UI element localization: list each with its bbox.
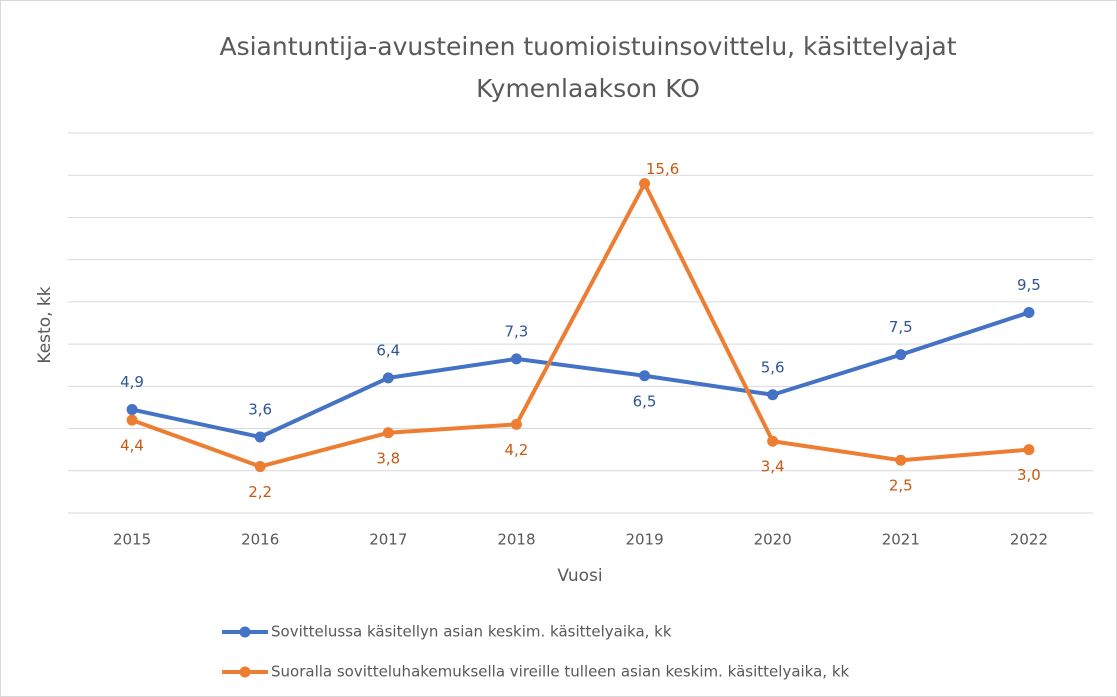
data-point <box>382 372 394 384</box>
x-tick-label: 2016 <box>241 531 279 549</box>
data-label: 6,4 <box>376 341 400 359</box>
data-point <box>1023 444 1035 456</box>
data-label: 9,5 <box>1017 276 1041 294</box>
legend-label: Sovittelussa käsitellyn asian keskim. kä… <box>271 623 672 641</box>
data-point <box>895 349 907 361</box>
chart-title: Asiantuntija-avusteinen tuomioistuinsovi… <box>219 32 956 61</box>
chart-title: Kymenlaakson KO <box>476 74 700 103</box>
data-label: 6,5 <box>633 392 657 410</box>
x-tick-label: 2015 <box>113 531 151 549</box>
data-label: 2,2 <box>248 483 272 501</box>
series-line <box>131 310 1030 439</box>
data-label: 3,0 <box>1017 466 1041 484</box>
x-tick-label: 2018 <box>497 531 535 549</box>
data-point <box>895 454 907 466</box>
x-tick-label: 2017 <box>369 531 407 549</box>
data-point <box>254 461 266 473</box>
data-point <box>126 404 138 416</box>
data-label: 7,3 <box>505 322 529 340</box>
data-label: 4,9 <box>120 373 144 391</box>
data-point <box>510 353 522 365</box>
x-tick-label: 2019 <box>625 531 663 549</box>
data-label: 7,5 <box>889 318 913 336</box>
data-label: 3,8 <box>376 449 400 467</box>
data-label: 3,4 <box>761 458 785 476</box>
data-point <box>126 414 138 426</box>
data-label: 5,6 <box>761 358 785 376</box>
data-label: 3,6 <box>248 401 272 419</box>
legend-marker <box>239 626 251 638</box>
y-axis-label: Kesto, kk <box>35 286 55 363</box>
data-point <box>1023 306 1035 318</box>
series-line <box>131 181 1030 469</box>
data-point <box>639 178 651 190</box>
data-point <box>767 435 779 447</box>
legend-marker <box>239 666 251 678</box>
data-point <box>639 370 651 382</box>
data-point <box>382 427 394 439</box>
x-tick-label: 2020 <box>754 531 792 549</box>
data-label: 15,6 <box>646 160 679 178</box>
legend-label: Suoralla sovitteluhakemuksella vireille … <box>271 663 850 681</box>
data-point <box>767 389 779 401</box>
data-label: 2,5 <box>889 477 913 495</box>
x-tick-label: 2021 <box>882 531 920 549</box>
data-point <box>510 418 522 430</box>
data-label: 4,4 <box>120 437 144 455</box>
data-point <box>254 431 266 443</box>
data-label: 4,2 <box>505 441 529 459</box>
x-axis-label: Vuosi <box>557 566 602 586</box>
x-tick-label: 2022 <box>1010 531 1048 549</box>
